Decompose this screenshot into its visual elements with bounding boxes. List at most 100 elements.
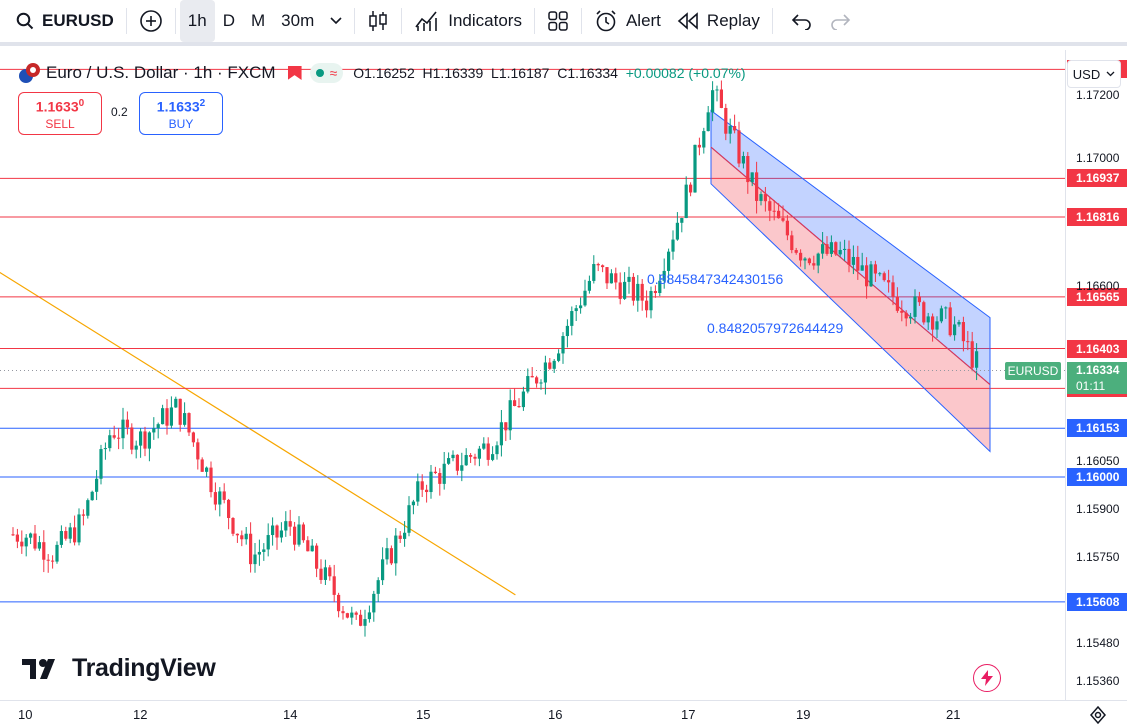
redo-button[interactable] — [821, 2, 859, 40]
price-tick-label: 1.15360 — [1076, 673, 1120, 688]
candle-down — [631, 276, 635, 301]
resistance-level-label[interactable]: 1.16403 — [1067, 339, 1127, 358]
ohlc-low: L1.16187 — [491, 65, 550, 81]
candle-up — [684, 184, 688, 219]
candle-up — [803, 258, 807, 261]
candle-down — [227, 499, 231, 519]
interval-dropdown[interactable] — [322, 2, 350, 40]
time-tick-label: 19 — [796, 707, 811, 722]
candle-down — [473, 456, 477, 459]
add-circle-icon — [139, 10, 162, 32]
candle-down — [970, 341, 974, 368]
candle-down — [689, 184, 693, 193]
gear-icon — [1090, 705, 1106, 725]
market-status[interactable]: ≈ — [309, 63, 344, 83]
candle-down — [618, 282, 622, 299]
candle-up — [878, 273, 882, 275]
buy-button[interactable]: 1.16332 BUY — [139, 92, 223, 135]
price-scale[interactable]: 1.172791.169371.168161.165651.164031.162… — [1065, 50, 1127, 700]
compare-symbol-button[interactable] — [131, 2, 171, 40]
quick-action-button[interactable] — [973, 664, 1001, 692]
sell-button[interactable]: 1.16330 SELL — [18, 92, 102, 135]
interval-d[interactable]: D — [222, 11, 235, 30]
resistance-level-label[interactable]: 1.16816 — [1067, 207, 1127, 226]
symbol-price-tag[interactable]: EURUSD — [1005, 361, 1061, 380]
support-level-label[interactable]: 1.16000 — [1067, 467, 1127, 486]
divider — [771, 8, 773, 34]
candle-down — [187, 413, 191, 433]
candle-down — [433, 471, 437, 473]
candle-up — [139, 431, 143, 446]
trendline — [0, 271, 516, 596]
alert-button[interactable]: Alert — [586, 2, 669, 40]
indicators-button[interactable]: Indicators — [406, 2, 530, 40]
candle-up — [702, 131, 706, 148]
candle-down — [887, 280, 891, 283]
candle-up — [464, 455, 468, 466]
chart-type-button[interactable] — [359, 2, 397, 40]
candle-down — [781, 218, 785, 221]
candle-up — [570, 311, 574, 326]
support-level-label[interactable]: 1.15608 — [1067, 592, 1127, 611]
resistance-level-label[interactable]: 1.16937 — [1067, 169, 1127, 188]
resistance-level-label[interactable]: 1.16565 — [1067, 287, 1127, 306]
candle-up — [680, 218, 684, 223]
candle-down — [785, 220, 789, 236]
tradingview-logo[interactable]: TradingView — [22, 654, 216, 683]
candle-up — [99, 449, 103, 479]
currency-selector[interactable]: USD — [1067, 60, 1121, 88]
chart-pane[interactable]: 0.8845847342430156 0.8482057972644429 — [0, 50, 1065, 700]
symbol-title[interactable]: Euro / U.S. Dollar · 1h · FXCM — [46, 63, 276, 82]
symbol-search-button[interactable]: EURUSD — [8, 2, 122, 40]
candle-down — [719, 89, 723, 108]
candle-down — [20, 541, 24, 547]
candle-up — [429, 471, 433, 493]
search-icon — [16, 12, 34, 30]
candle-up — [367, 612, 371, 620]
candle-up — [147, 432, 151, 449]
support-level-label[interactable]: 1.16153 — [1067, 419, 1127, 438]
candle-down — [504, 422, 508, 431]
candle-up — [381, 559, 385, 581]
candle-down — [922, 302, 926, 323]
candle-down — [469, 455, 473, 457]
ohlc-close: C1.16334 — [557, 65, 618, 81]
candle-up — [134, 445, 138, 450]
buy-label: BUY — [168, 116, 194, 131]
layouts-button[interactable] — [539, 2, 577, 40]
replay-button[interactable]: Replay — [669, 2, 768, 40]
interval-m[interactable]: M — [251, 11, 266, 30]
candle-down — [931, 316, 935, 330]
candle-up — [913, 296, 917, 317]
candles-icon — [369, 11, 387, 31]
undo-button[interactable] — [783, 2, 821, 40]
candle-up — [482, 443, 486, 449]
time-tick-label: 16 — [548, 707, 563, 722]
price-tick-label: 1.15480 — [1076, 635, 1120, 650]
candle-up — [447, 458, 451, 464]
candle-up — [499, 422, 503, 446]
candle-down — [11, 534, 15, 536]
current-price-badge[interactable]: 1.16334 01:11 — [1067, 361, 1127, 394]
candle-down — [51, 560, 55, 562]
candle-up — [851, 256, 855, 265]
candle-down — [807, 258, 811, 264]
candle-down — [834, 242, 838, 255]
candle-down — [231, 518, 235, 534]
time-scale[interactable]: 10 12 14 15 16 17 19 21 — [0, 700, 1127, 728]
candle-up — [860, 265, 864, 271]
currency-flags-icon — [19, 63, 40, 83]
time-scale-settings[interactable] — [1088, 705, 1108, 725]
flag-icon[interactable] — [287, 66, 302, 80]
buy-price: 1.1633 — [156, 98, 200, 115]
candle-down — [772, 210, 776, 212]
candle-up — [926, 316, 930, 323]
time-tick-label: 21 — [946, 707, 961, 722]
interval-1h[interactable]: 1h — [179, 0, 215, 42]
candle-down — [275, 525, 279, 538]
candle-down — [249, 533, 253, 565]
candle-up — [90, 491, 94, 501]
candle-down — [213, 492, 217, 505]
price-chart[interactable]: 0.8845847342430156 0.8482057972644429 — [0, 50, 1065, 700]
interval-30m[interactable]: 30m — [281, 11, 315, 30]
